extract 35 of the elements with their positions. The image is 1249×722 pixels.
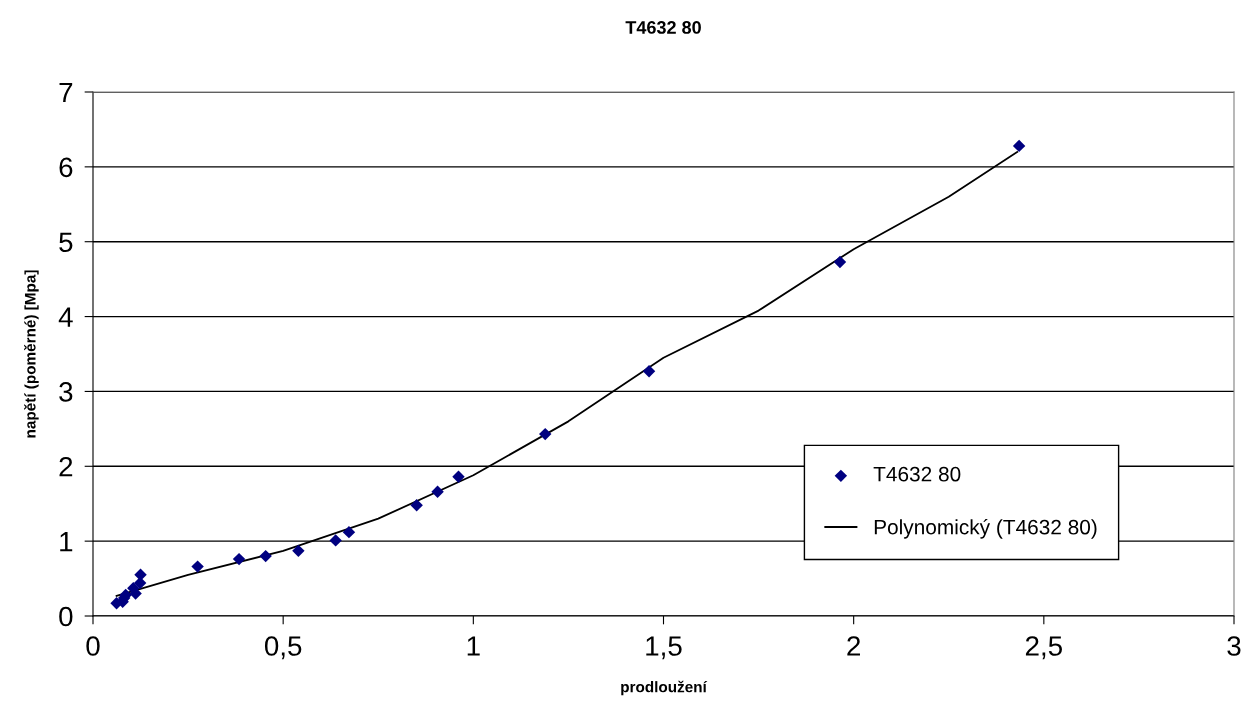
x-tick-label: 2: [847, 636, 860, 656]
y-tick-label: 7: [59, 82, 73, 103]
y-tick-label: 4: [58, 307, 73, 327]
legend-label: T4632 80: [873, 466, 961, 482]
x-tick-label: 0,5: [264, 636, 302, 660]
x-tick-label: 1,5: [646, 636, 682, 660]
point: [134, 568, 147, 582]
chart-title: T4632 80: [625, 21, 701, 34]
y-axis-title: napětí (poměrné) [Mpa]: [24, 270, 39, 438]
point: [232, 552, 246, 566]
point: [133, 576, 147, 590]
point: [642, 365, 656, 378]
point: [342, 525, 356, 539]
y-tick-label: 5: [59, 232, 73, 253]
x-tick-label: 1: [467, 636, 480, 656]
legend-label: Polynomický (T4632 80): [874, 518, 1097, 539]
point: [191, 560, 204, 573]
x-tick-label: 2,5: [1025, 636, 1062, 660]
y-tick-label: 3: [59, 382, 73, 402]
point: [410, 499, 423, 512]
point: [1012, 139, 1026, 153]
point: [259, 549, 272, 563]
point: [539, 427, 552, 441]
y-tick-label: 1: [60, 532, 73, 552]
y-tick-label: 6: [59, 157, 73, 178]
point: [292, 544, 305, 558]
x-tick-label: 3: [1227, 636, 1241, 656]
point: [452, 470, 465, 483]
point: [329, 534, 342, 547]
point: [431, 485, 444, 498]
y-tick-label: 2: [59, 456, 73, 477]
x-tick-label: 0: [86, 636, 100, 656]
point: [833, 255, 847, 269]
y-tick-label: 0: [59, 606, 73, 627]
x-axis-title: prodloužení: [621, 680, 708, 696]
